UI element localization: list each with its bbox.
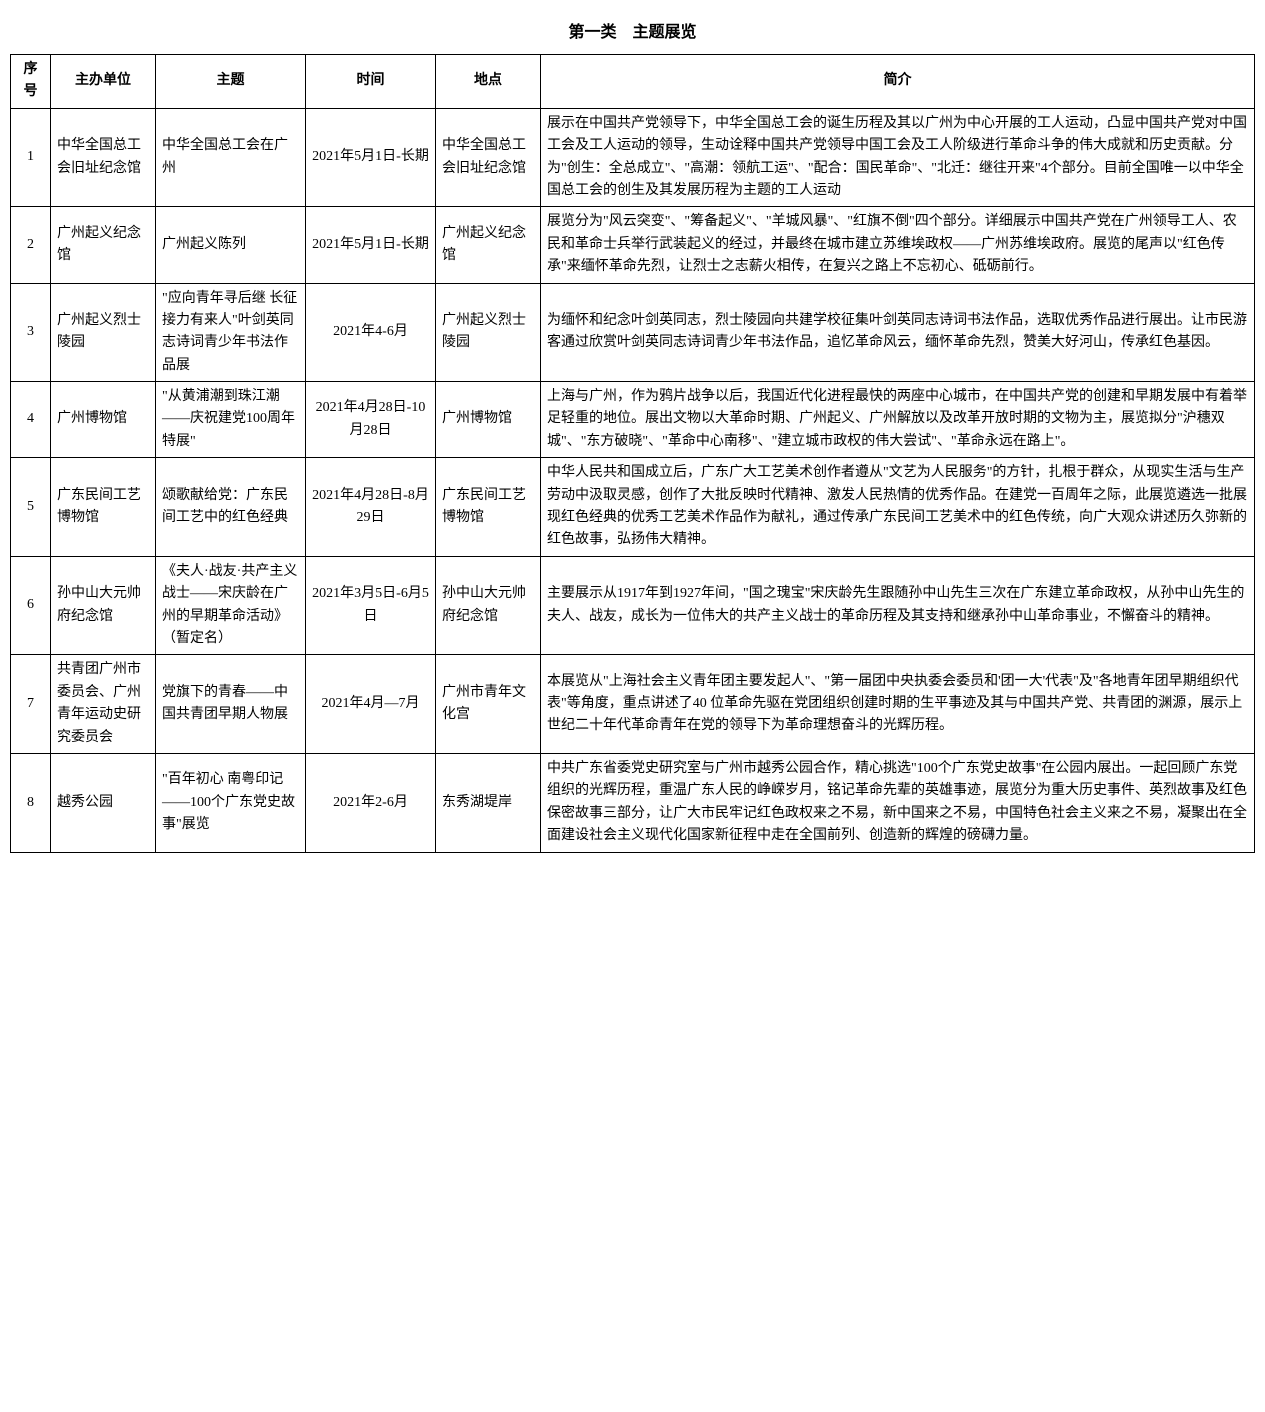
cell-org: 共青团广州市委员会、广州青年运动史研究委员会 [51,655,156,754]
cell-theme: 广州起义陈列 [156,207,306,283]
cell-time: 2021年4月28日-8月29日 [306,458,436,557]
cell-idx: 1 [11,108,51,207]
cell-loc: 孙中山大元帅府纪念馆 [436,556,541,655]
cell-org: 广州博物馆 [51,382,156,458]
header-time: 时间 [306,55,436,109]
table-row: 8越秀公园"百年初心 南粤印记——100个广东党史故事"展览2021年2-6月东… [11,753,1255,852]
cell-desc: 本展览从"上海社会主义青年团主要发起人"、"第一届团中央执委会委员和'团一大'代… [541,655,1255,754]
table-row: 2广州起义纪念馆广州起义陈列2021年5月1日-长期广州起义纪念馆展览分为"风云… [11,207,1255,283]
cell-time: 2021年2-6月 [306,753,436,852]
cell-idx: 6 [11,556,51,655]
cell-theme: 党旗下的青春——中国共青团早期人物展 [156,655,306,754]
cell-desc: 为缅怀和纪念叶剑英同志，烈士陵园向共建学校征集叶剑英同志诗词书法作品，选取优秀作… [541,283,1255,382]
cell-loc: 广东民间工艺博物馆 [436,458,541,557]
cell-theme: "百年初心 南粤印记——100个广东党史故事"展览 [156,753,306,852]
cell-time: 2021年4-6月 [306,283,436,382]
cell-desc: 展览分为"风云突变"、"筹备起义"、"羊城风暴"、"红旗不倒"四个部分。详细展示… [541,207,1255,283]
cell-idx: 2 [11,207,51,283]
page-title: 第一类 主题展览 [10,10,1255,54]
header-desc: 简介 [541,55,1255,109]
cell-idx: 3 [11,283,51,382]
exhibition-table: 序号 主办单位 主题 时间 地点 简介 1中华全国总工会旧址纪念馆中华全国总工会… [10,54,1255,853]
cell-desc: 展示在中国共产党领导下，中华全国总工会的诞生历程及其以广州为中心开展的工人运动，… [541,108,1255,207]
cell-idx: 4 [11,382,51,458]
cell-time: 2021年5月1日-长期 [306,207,436,283]
cell-idx: 7 [11,655,51,754]
cell-idx: 8 [11,753,51,852]
cell-org: 孙中山大元帅府纪念馆 [51,556,156,655]
cell-loc: 广州起义纪念馆 [436,207,541,283]
header-theme: 主题 [156,55,306,109]
table-row: 5广东民间工艺博物馆颂歌献给党：广东民间工艺中的红色经典2021年4月28日-8… [11,458,1255,557]
cell-desc: 中共广东省委党史研究室与广州市越秀公园合作，精心挑选"100个广东党史故事"在公… [541,753,1255,852]
header-org: 主办单位 [51,55,156,109]
cell-loc: 广州博物馆 [436,382,541,458]
table-row: 6孙中山大元帅府纪念馆《夫人·战友·共产主义战士——宋庆龄在广州的早期革命活动》… [11,556,1255,655]
header-idx: 序号 [11,55,51,109]
table-row: 3广州起义烈士陵园"应向青年寻后继 长征接力有来人"叶剑英同志诗词青少年书法作品… [11,283,1255,382]
table-row: 4广州博物馆"从黄浦潮到珠江潮——庆祝建党100周年特展"2021年4月28日-… [11,382,1255,458]
cell-theme: 颂歌献给党：广东民间工艺中的红色经典 [156,458,306,557]
cell-org: 广东民间工艺博物馆 [51,458,156,557]
cell-desc: 中华人民共和国成立后，广东广大工艺美术创作者遵从"文艺为人民服务"的方针，扎根于… [541,458,1255,557]
cell-loc: 东秀湖堤岸 [436,753,541,852]
cell-time: 2021年4月28日-10月28日 [306,382,436,458]
cell-org: 广州起义烈士陵园 [51,283,156,382]
cell-loc: 中华全国总工会旧址纪念馆 [436,108,541,207]
cell-loc: 广州市青年文化宫 [436,655,541,754]
cell-idx: 5 [11,458,51,557]
cell-theme: 中华全国总工会在广州 [156,108,306,207]
cell-theme: "从黄浦潮到珠江潮——庆祝建党100周年特展" [156,382,306,458]
cell-time: 2021年5月1日-长期 [306,108,436,207]
cell-time: 2021年3月5日-6月5日 [306,556,436,655]
table-row: 1中华全国总工会旧址纪念馆中华全国总工会在广州2021年5月1日-长期中华全国总… [11,108,1255,207]
cell-loc: 广州起义烈士陵园 [436,283,541,382]
header-loc: 地点 [436,55,541,109]
cell-desc: 主要展示从1917年到1927年间，"国之瑰宝"宋庆龄先生跟随孙中山先生三次在广… [541,556,1255,655]
cell-theme: "应向青年寻后继 长征接力有来人"叶剑英同志诗词青少年书法作品展 [156,283,306,382]
cell-desc: 上海与广州，作为鸦片战争以后，我国近代化进程最快的两座中心城市，在中国共产党的创… [541,382,1255,458]
cell-org: 中华全国总工会旧址纪念馆 [51,108,156,207]
table-row: 7共青团广州市委员会、广州青年运动史研究委员会党旗下的青春——中国共青团早期人物… [11,655,1255,754]
cell-org: 越秀公园 [51,753,156,852]
cell-org: 广州起义纪念馆 [51,207,156,283]
cell-time: 2021年4月—7月 [306,655,436,754]
table-header-row: 序号 主办单位 主题 时间 地点 简介 [11,55,1255,109]
cell-theme: 《夫人·战友·共产主义战士——宋庆龄在广州的早期革命活动》（暂定名） [156,556,306,655]
